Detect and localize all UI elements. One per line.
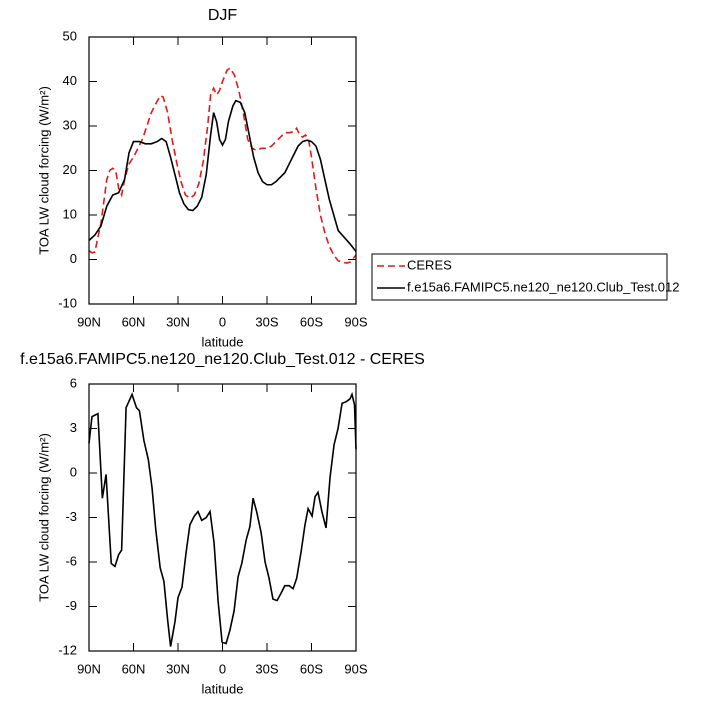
x-tick-label: 30N bbox=[166, 314, 190, 329]
x-tick-label: 30S bbox=[255, 314, 278, 329]
plot-frame bbox=[88, 36, 357, 305]
y-tick-label: 20 bbox=[63, 162, 77, 177]
x-tick-label: 60S bbox=[300, 661, 323, 676]
y-tick-label: 0 bbox=[70, 251, 77, 266]
x-axis-label: latitude bbox=[202, 334, 244, 349]
x-tick-label: 60N bbox=[122, 314, 146, 329]
x-tick-label: 90N bbox=[77, 661, 101, 676]
x-tick-label: 60S bbox=[300, 314, 323, 329]
y-tick-label: -12 bbox=[58, 642, 77, 657]
x-tick-label: 30S bbox=[255, 661, 278, 676]
y-tick-label: 50 bbox=[63, 28, 77, 43]
y-tick-label: -3 bbox=[65, 509, 77, 524]
y-tick-label: 30 bbox=[63, 117, 77, 132]
data-line bbox=[88, 67, 357, 264]
x-tick-label: 90S bbox=[344, 661, 367, 676]
y-axis-label: TOA LW cloud forcing (W/m²) bbox=[36, 86, 51, 255]
y-tick-label: 40 bbox=[63, 73, 77, 88]
x-tick-label: 0 bbox=[219, 314, 226, 329]
data-line bbox=[88, 391, 357, 647]
y-tick-label: -6 bbox=[65, 553, 77, 568]
y-axis-label: TOA LW cloud forcing (W/m²) bbox=[36, 433, 51, 602]
y-tick-label: 0 bbox=[70, 464, 77, 479]
x-tick-label: 90N bbox=[77, 314, 101, 329]
y-tick-label: -9 bbox=[65, 598, 77, 613]
data-line bbox=[88, 99, 357, 252]
y-tick-label: -10 bbox=[58, 295, 77, 310]
x-tick-label: 0 bbox=[219, 661, 226, 676]
x-axis-label: latitude bbox=[202, 681, 244, 696]
plot-frame bbox=[88, 383, 357, 652]
x-tick-label: 60N bbox=[122, 661, 146, 676]
x-tick-label: 30N bbox=[166, 661, 190, 676]
y-tick-label: 10 bbox=[63, 206, 77, 221]
y-tick-label: 3 bbox=[70, 420, 77, 435]
y-tick-label: 6 bbox=[70, 375, 77, 390]
x-tick-label: 90S bbox=[344, 314, 367, 329]
chart-title: f.e15a6.FAMIPC5.ne120_ne120.Club_Test.01… bbox=[20, 351, 425, 368]
legend-label: f.e15a6.FAMIPC5.ne120_ne120.Club_Test.01… bbox=[407, 279, 679, 294]
chart-title: DJF bbox=[208, 7, 238, 24]
legend-box bbox=[371, 253, 668, 301]
legend-label: CERES bbox=[407, 257, 452, 272]
